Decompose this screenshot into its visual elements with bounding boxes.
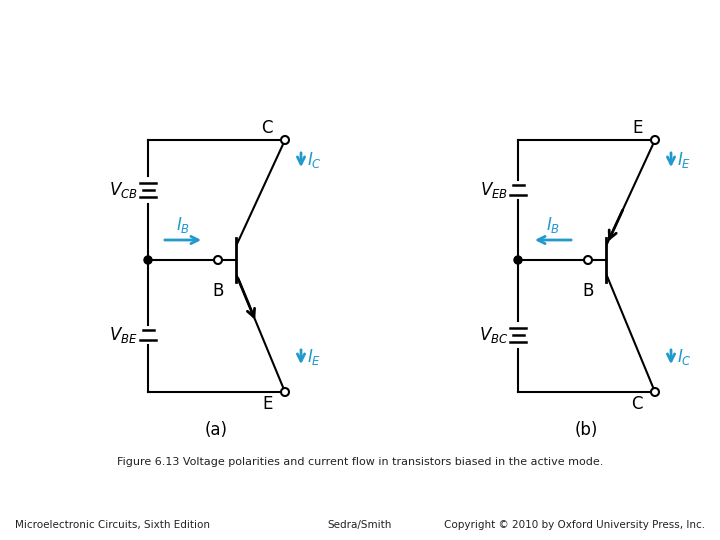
Circle shape bbox=[651, 136, 659, 144]
Text: B: B bbox=[582, 282, 594, 300]
Text: $V_{CB}$: $V_{CB}$ bbox=[109, 180, 138, 200]
Circle shape bbox=[214, 256, 222, 264]
Text: C: C bbox=[261, 119, 273, 137]
Text: Copyright © 2010 by Oxford University Press, Inc.: Copyright © 2010 by Oxford University Pr… bbox=[444, 520, 705, 530]
Text: (b): (b) bbox=[575, 421, 598, 439]
Text: E: E bbox=[263, 395, 273, 413]
Circle shape bbox=[144, 256, 152, 264]
Text: $I_C$: $I_C$ bbox=[307, 150, 322, 170]
Circle shape bbox=[281, 388, 289, 396]
Circle shape bbox=[584, 256, 592, 264]
Text: $V_{EB}$: $V_{EB}$ bbox=[480, 180, 508, 200]
Circle shape bbox=[281, 136, 289, 144]
Circle shape bbox=[514, 256, 522, 264]
Text: $I_E$: $I_E$ bbox=[307, 347, 321, 367]
Text: (a): (a) bbox=[205, 421, 228, 439]
Circle shape bbox=[651, 388, 659, 396]
Text: C: C bbox=[631, 395, 643, 413]
Text: B: B bbox=[212, 282, 224, 300]
Text: $I_B$: $I_B$ bbox=[176, 215, 190, 235]
Text: Sedra/Smith: Sedra/Smith bbox=[328, 520, 392, 530]
Text: $V_{BE}$: $V_{BE}$ bbox=[109, 325, 138, 345]
Text: $V_{BC}$: $V_{BC}$ bbox=[479, 325, 508, 345]
Text: Figure 6.13 Voltage polarities and current flow in transistors biased in the act: Figure 6.13 Voltage polarities and curre… bbox=[117, 457, 603, 467]
Text: $I_C$: $I_C$ bbox=[677, 347, 692, 367]
Text: $I_E$: $I_E$ bbox=[677, 150, 691, 170]
Text: $I_B$: $I_B$ bbox=[546, 215, 560, 235]
Text: Microelectronic Circuits, Sixth Edition: Microelectronic Circuits, Sixth Edition bbox=[15, 520, 210, 530]
Text: E: E bbox=[633, 119, 643, 137]
